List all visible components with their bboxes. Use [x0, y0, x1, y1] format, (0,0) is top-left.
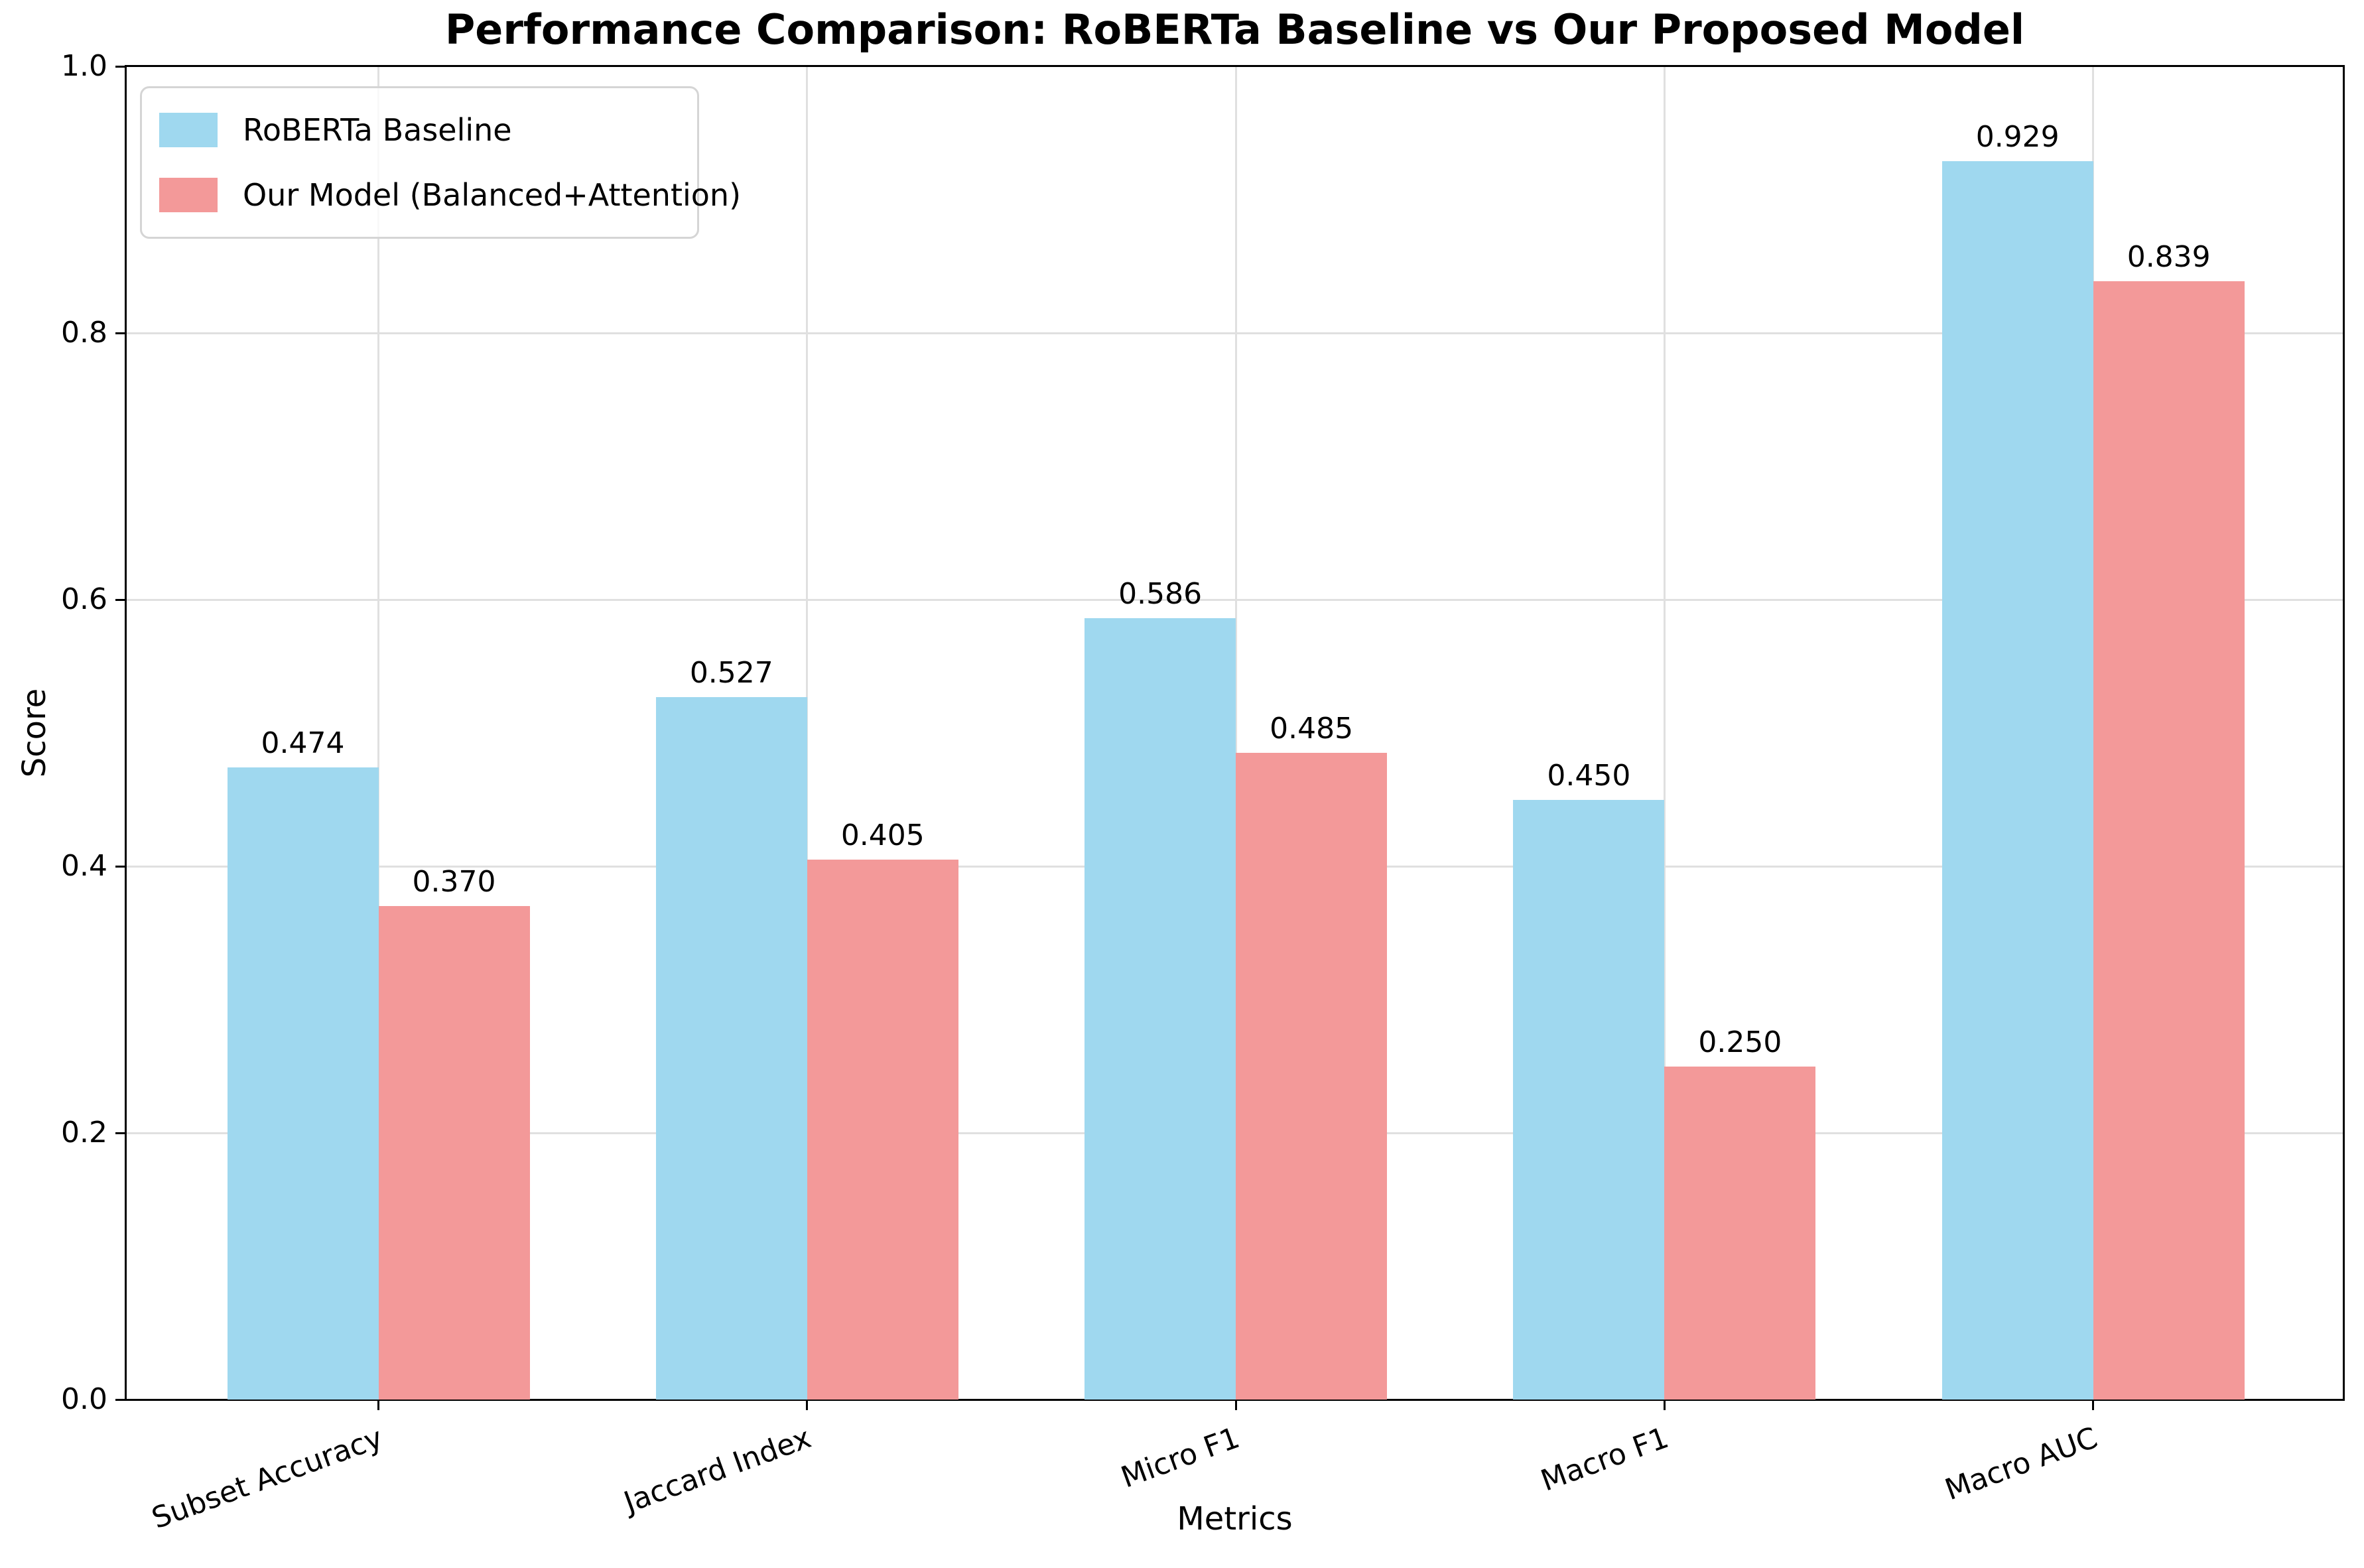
bar-value-label: 0.474 [261, 726, 345, 761]
bar [807, 859, 958, 1400]
y-tick-mark [115, 332, 126, 334]
gridline-horizontal [126, 332, 2343, 334]
chart-title: Performance Comparison: RoBERTa Baseline… [444, 5, 2025, 54]
x-tick-mark [1663, 1400, 1666, 1410]
legend-label-our-model: Our Model (Balanced+Attention) [243, 177, 742, 213]
y-tick-mark [115, 598, 126, 601]
bar [378, 906, 530, 1400]
y-tick-label: 0.6 [61, 582, 107, 616]
y-tick-label: 0.0 [61, 1382, 107, 1416]
bar [655, 696, 807, 1400]
x-tick-mark [2092, 1400, 2095, 1410]
y-axis-label: Score [16, 688, 53, 778]
legend-item-our-model: Our Model (Balanced+Attention) [159, 178, 741, 212]
legend-swatch-our-model [159, 178, 218, 212]
bar-value-label: 0.405 [840, 818, 925, 852]
bar [1236, 753, 1388, 1400]
bar-value-label: 0.527 [689, 655, 773, 690]
x-tick-label: Micro F1 [1116, 1421, 1244, 1495]
legend-label-baseline: RoBERTa Baseline [243, 112, 512, 148]
bar [1941, 161, 2093, 1400]
x-tick-mark [377, 1400, 379, 1410]
gridline-vertical [1234, 66, 1237, 1400]
x-tick-label: Macro F1 [1536, 1421, 1674, 1498]
gridline-vertical [377, 66, 379, 1400]
gridline-vertical [806, 66, 809, 1400]
y-tick-label: 0.8 [61, 316, 107, 350]
bar-value-label: 0.839 [2127, 239, 2211, 274]
bar [2093, 281, 2245, 1400]
bar-value-label: 0.370 [412, 865, 496, 899]
y-tick-label: 1.0 [61, 49, 107, 83]
plot-area: 0.474 0.527 0.586 0.450 0.929 0.370 0.405 0.485… [126, 66, 2343, 1400]
legend: RoBERTa Baseline Our Model (Balanced+Att… [140, 86, 741, 239]
bar-value-label: 0.450 [1547, 758, 1631, 793]
x-tick-mark [806, 1400, 809, 1410]
bar [1664, 1066, 1816, 1400]
gridline-horizontal [126, 598, 2343, 601]
bar [227, 767, 379, 1400]
y-tick-mark [115, 1398, 126, 1401]
y-tick-mark [115, 865, 126, 868]
legend-swatch-baseline [159, 113, 218, 147]
legend-item-baseline: RoBERTa Baseline [159, 113, 680, 147]
y-tick-mark [115, 65, 126, 68]
bar [1513, 799, 1665, 1400]
bar [1084, 618, 1236, 1400]
y-tick-label: 0.4 [61, 849, 107, 883]
bar-value-label: 0.485 [1270, 712, 1354, 746]
bar-value-label: 0.250 [1698, 1025, 1782, 1059]
x-tick-label: Macro AUC [1940, 1421, 2102, 1508]
bar-value-label: 0.929 [1975, 119, 2060, 154]
y-tick-mark [115, 1132, 126, 1134]
x-axis-label: Metrics [1177, 1500, 1293, 1537]
x-tick-mark [1234, 1400, 1237, 1410]
gridline-vertical [1663, 66, 1666, 1400]
bar-value-label: 0.586 [1118, 577, 1203, 612]
y-tick-label: 0.2 [61, 1116, 107, 1149]
